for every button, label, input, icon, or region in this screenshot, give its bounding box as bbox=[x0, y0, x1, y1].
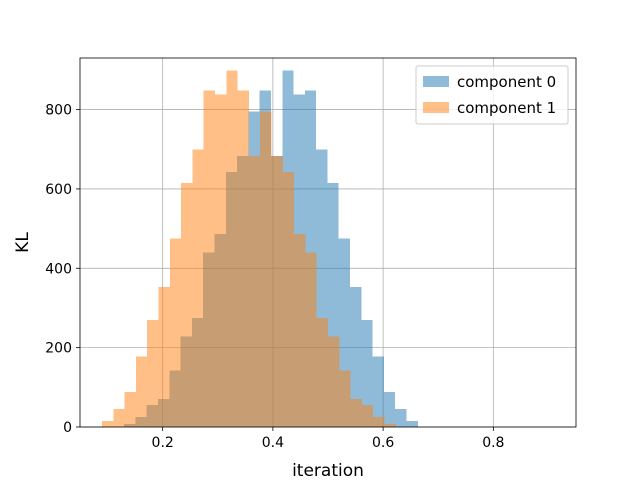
bar-series-1 bbox=[203, 90, 216, 427]
bar-series-0 bbox=[327, 182, 339, 427]
legend-swatch-component-1 bbox=[423, 102, 449, 113]
y-tick-label: 400 bbox=[45, 261, 72, 277]
bar-series-1 bbox=[305, 252, 317, 427]
bar-series-1 bbox=[373, 417, 385, 427]
bar-series-1 bbox=[361, 405, 374, 427]
y-tick-label: 800 bbox=[45, 103, 72, 119]
bar-series-1 bbox=[248, 156, 261, 427]
x-tick-label: 0.6 bbox=[372, 435, 394, 451]
bar-series-0 bbox=[361, 319, 373, 427]
bar-series-0 bbox=[350, 286, 362, 427]
y-tick-label: 600 bbox=[45, 182, 72, 198]
bar-series-0 bbox=[406, 421, 418, 427]
bar-series-1 bbox=[192, 149, 204, 428]
y-axis-label: KL bbox=[13, 232, 33, 253]
bar-series-1 bbox=[339, 370, 351, 427]
bar-series-1 bbox=[158, 286, 170, 427]
bar-series-1 bbox=[260, 111, 272, 427]
bar-series-0 bbox=[338, 238, 351, 427]
bar-series-1 bbox=[135, 356, 148, 427]
bar-series-1 bbox=[102, 421, 114, 427]
bar-series-1 bbox=[226, 70, 238, 427]
legend-swatch-component-0 bbox=[423, 76, 449, 87]
bar-series-0 bbox=[383, 392, 396, 427]
legend-label-component-0: component 0 bbox=[457, 73, 556, 91]
legend: component 0 component 1 bbox=[415, 65, 569, 125]
histogram-bars bbox=[102, 70, 418, 428]
x-tick-label: 0.2 bbox=[152, 435, 174, 451]
plot-frame bbox=[79, 57, 577, 428]
bar-series-1 bbox=[271, 156, 283, 427]
bar-series-0 bbox=[316, 149, 328, 428]
bar-series-1 bbox=[147, 319, 159, 427]
bar-series-1 bbox=[350, 399, 362, 427]
bar-series-1 bbox=[124, 392, 136, 427]
bar-series-0 bbox=[395, 409, 407, 427]
bar-series-1 bbox=[316, 317, 328, 427]
x-axis-label: iteration bbox=[292, 461, 364, 480]
bar-series-1 bbox=[181, 182, 193, 427]
x-tick-label: 0.8 bbox=[482, 435, 504, 451]
bar-series-1 bbox=[384, 423, 396, 427]
bar-series-1 bbox=[113, 409, 125, 427]
x-tick-label: 0.4 bbox=[262, 435, 284, 451]
y-tick-label: 0 bbox=[63, 420, 72, 436]
bar-series-0 bbox=[372, 356, 384, 427]
bar-series-1 bbox=[169, 238, 182, 427]
y-tick-label: 200 bbox=[45, 341, 72, 357]
legend-box bbox=[415, 65, 569, 125]
x-axis-ticks: 0.2 0.4 0.6 0.8 bbox=[152, 427, 504, 451]
y-axis-ticks: 0 200 400 600 800 bbox=[45, 103, 80, 436]
bar-series-1 bbox=[294, 233, 306, 427]
bar-series-1 bbox=[215, 94, 227, 427]
bar-series-1 bbox=[328, 336, 340, 427]
bar-series-1 bbox=[282, 171, 295, 427]
legend-label-component-1: component 1 bbox=[457, 99, 556, 117]
bar-series-1 bbox=[237, 90, 249, 427]
